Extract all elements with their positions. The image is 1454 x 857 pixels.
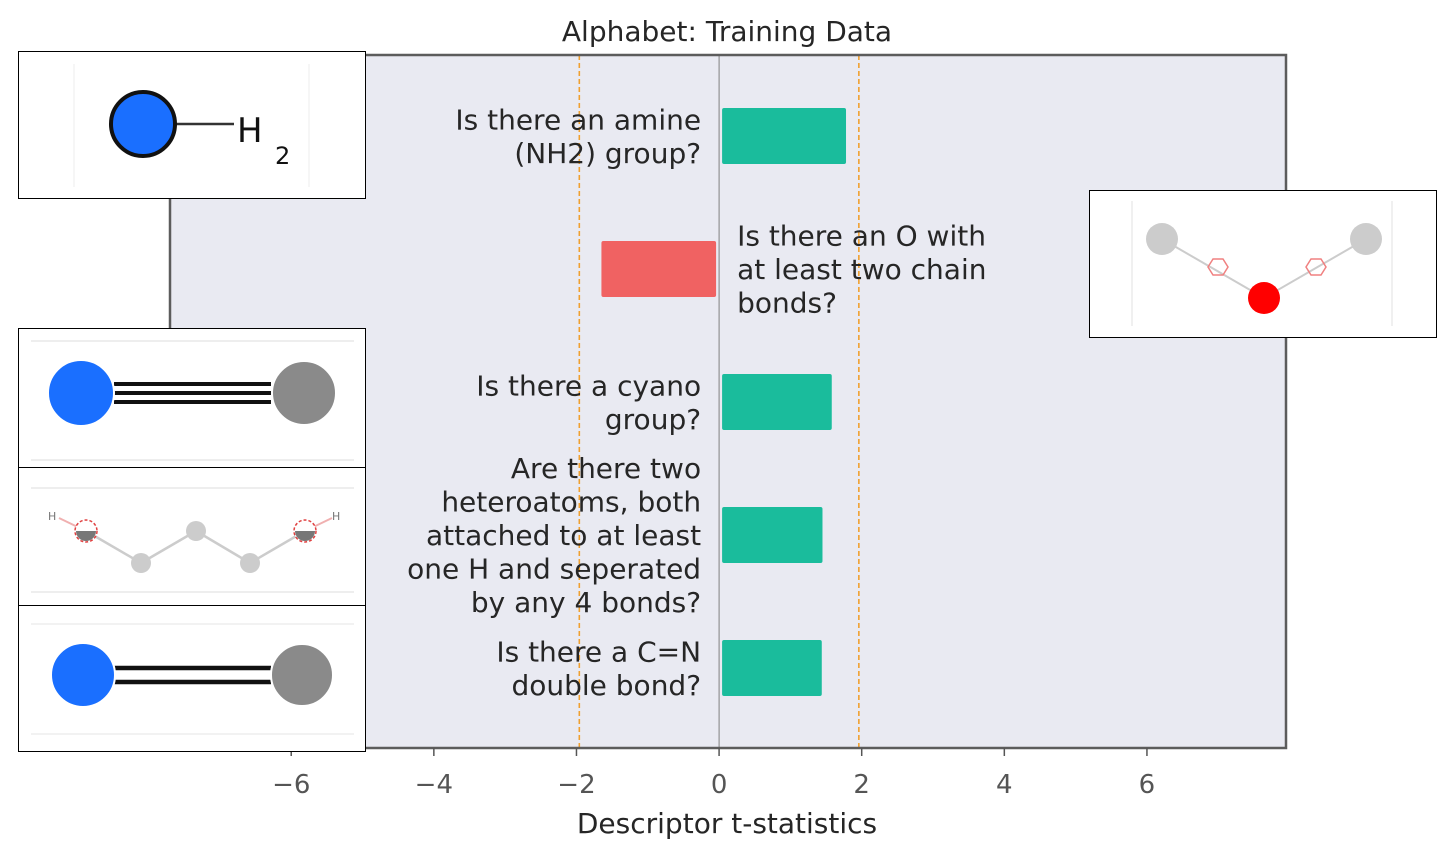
x-tick-label: −4 (415, 770, 453, 800)
right-hydrogen-label: H (332, 510, 340, 523)
amine-subscript-label: 2 (275, 142, 290, 170)
ether-molecule-icon (1131, 201, 1393, 326)
left-hydrogen-label: H (48, 510, 56, 523)
bar-3 (722, 374, 832, 430)
bar-label-line: group? (605, 403, 701, 436)
x-axis-label: Descriptor t-statistics (577, 807, 877, 840)
heteroatom-chain-molecule-icon: H H (31, 487, 354, 593)
x-tick-label: −2 (557, 770, 595, 800)
bar-label-line: Is there a cyano (476, 369, 701, 402)
amine-hydrogen-label: H (237, 111, 263, 151)
bar-label-line: Is there an O with (737, 220, 986, 253)
imine-molecule-image (18, 605, 366, 752)
bar-label-line: double bond? (511, 669, 701, 702)
bar-label-line: one H and seperated (407, 553, 701, 586)
imine-molecule-icon (31, 623, 354, 735)
bar-label-line: heteroatoms, both (441, 486, 701, 519)
ether-molecule-image (1089, 190, 1437, 338)
bar-label-3: Is there a cyano group? (476, 369, 701, 436)
bar-label-line: (NH2) group? (514, 137, 701, 170)
chart-title: Alphabet: Training Data (562, 15, 892, 48)
x-tick-label: 2 (853, 770, 870, 800)
bar-5 (722, 640, 822, 696)
x-tick-label: 0 (711, 770, 728, 800)
heteroatom-chain-molecule-image: H H (18, 467, 366, 607)
bar-1 (722, 108, 847, 164)
bar-label-line: Are there two (511, 452, 701, 485)
bar-label-line: Is there an amine (455, 103, 701, 136)
amine-molecule-icon: H 2 (73, 64, 310, 187)
cyano-molecule-icon (31, 340, 354, 461)
bar-label-line: by any 4 bonds? (471, 586, 701, 619)
bar-label-line: bonds? (737, 287, 837, 320)
x-tick-label: 6 (1139, 770, 1156, 800)
bar-label-line: at least two chain (737, 253, 986, 286)
bar-label-5: Is there a C=N double bond? (496, 635, 701, 702)
bar-2 (601, 241, 717, 297)
bar-label-line: attached to at least (426, 519, 701, 552)
cyano-molecule-image (18, 328, 366, 469)
x-tick-label: −6 (272, 770, 310, 800)
bar-label-4: Are there two heteroatoms, both attached t… (407, 452, 701, 619)
x-tick-label: 4 (996, 770, 1013, 800)
bar-4 (722, 507, 823, 563)
bar-label-line: Is there a C=N (496, 635, 701, 668)
bar-label-2: Is there an O with at least two chain bond… (737, 220, 986, 320)
amine-molecule-image: H 2 (18, 51, 366, 199)
bar-label-1: Is there an amine (NH2) group? (455, 103, 701, 170)
